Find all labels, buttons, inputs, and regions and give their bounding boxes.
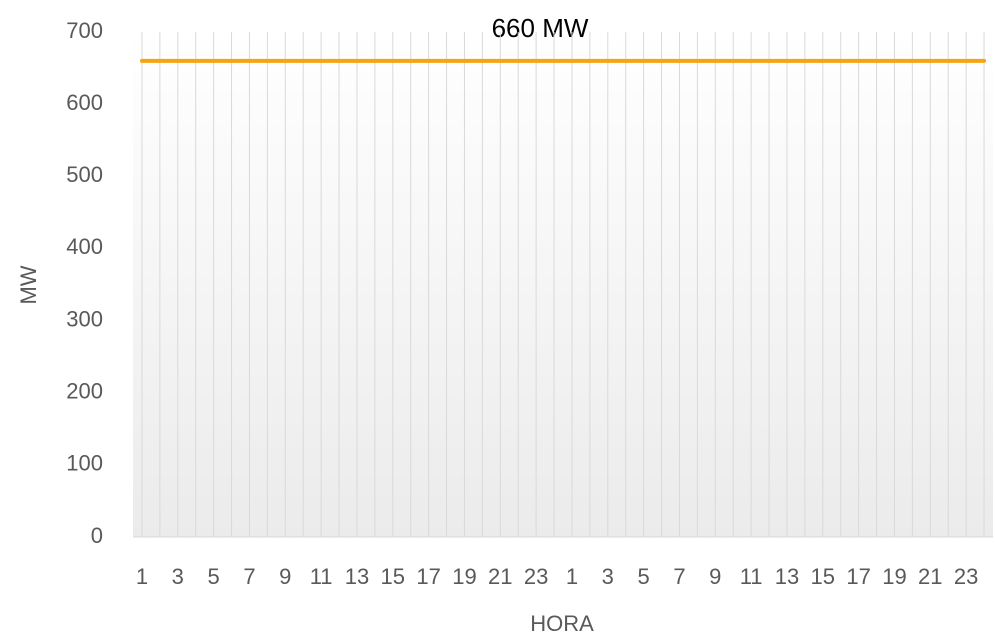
x-tick-label: 3 <box>172 564 184 589</box>
y-tick-label: 600 <box>66 90 103 115</box>
x-axis-label: HORA <box>530 611 594 635</box>
x-tick-label: 23 <box>954 564 978 589</box>
x-tick-label: 21 <box>918 564 942 589</box>
x-tick-label: 3 <box>602 564 614 589</box>
x-tick-label: 7 <box>673 564 685 589</box>
x-tick-label: 23 <box>524 564 548 589</box>
y-tick-label: 100 <box>66 451 103 476</box>
x-tick-label: 9 <box>279 564 291 589</box>
y-axis-label: MW <box>16 265 41 304</box>
plot-area <box>133 32 993 537</box>
x-tick-label: 13 <box>775 564 799 589</box>
x-tick-label: 11 <box>310 564 333 589</box>
x-tick-label: 1 <box>566 564 578 589</box>
x-tick-label: 19 <box>452 564 476 589</box>
y-tick-label: 700 <box>66 18 103 43</box>
y-tick-label: 200 <box>66 379 103 404</box>
x-tick-label: 1 <box>136 564 148 589</box>
x-tick-label: 19 <box>882 564 906 589</box>
x-tick-label: 7 <box>243 564 255 589</box>
x-tick-label: 13 <box>345 564 369 589</box>
x-tick-label: 9 <box>709 564 721 589</box>
x-tick-label: 5 <box>208 564 220 589</box>
y-tick-label: 300 <box>66 306 103 331</box>
x-tick-label: 21 <box>488 564 512 589</box>
x-tick-label: 11 <box>740 564 763 589</box>
y-tick-label: 500 <box>66 162 103 187</box>
chart-title: 660 MW <box>492 13 589 43</box>
y-tick-label: 0 <box>91 523 103 548</box>
x-tick-label: 5 <box>638 564 650 589</box>
x-tick-label: 15 <box>381 564 405 589</box>
x-tick-label: 17 <box>846 564 870 589</box>
y-tick-label: 400 <box>66 234 103 259</box>
x-tick-label: 15 <box>811 564 835 589</box>
x-tick-label: 17 <box>416 564 440 589</box>
